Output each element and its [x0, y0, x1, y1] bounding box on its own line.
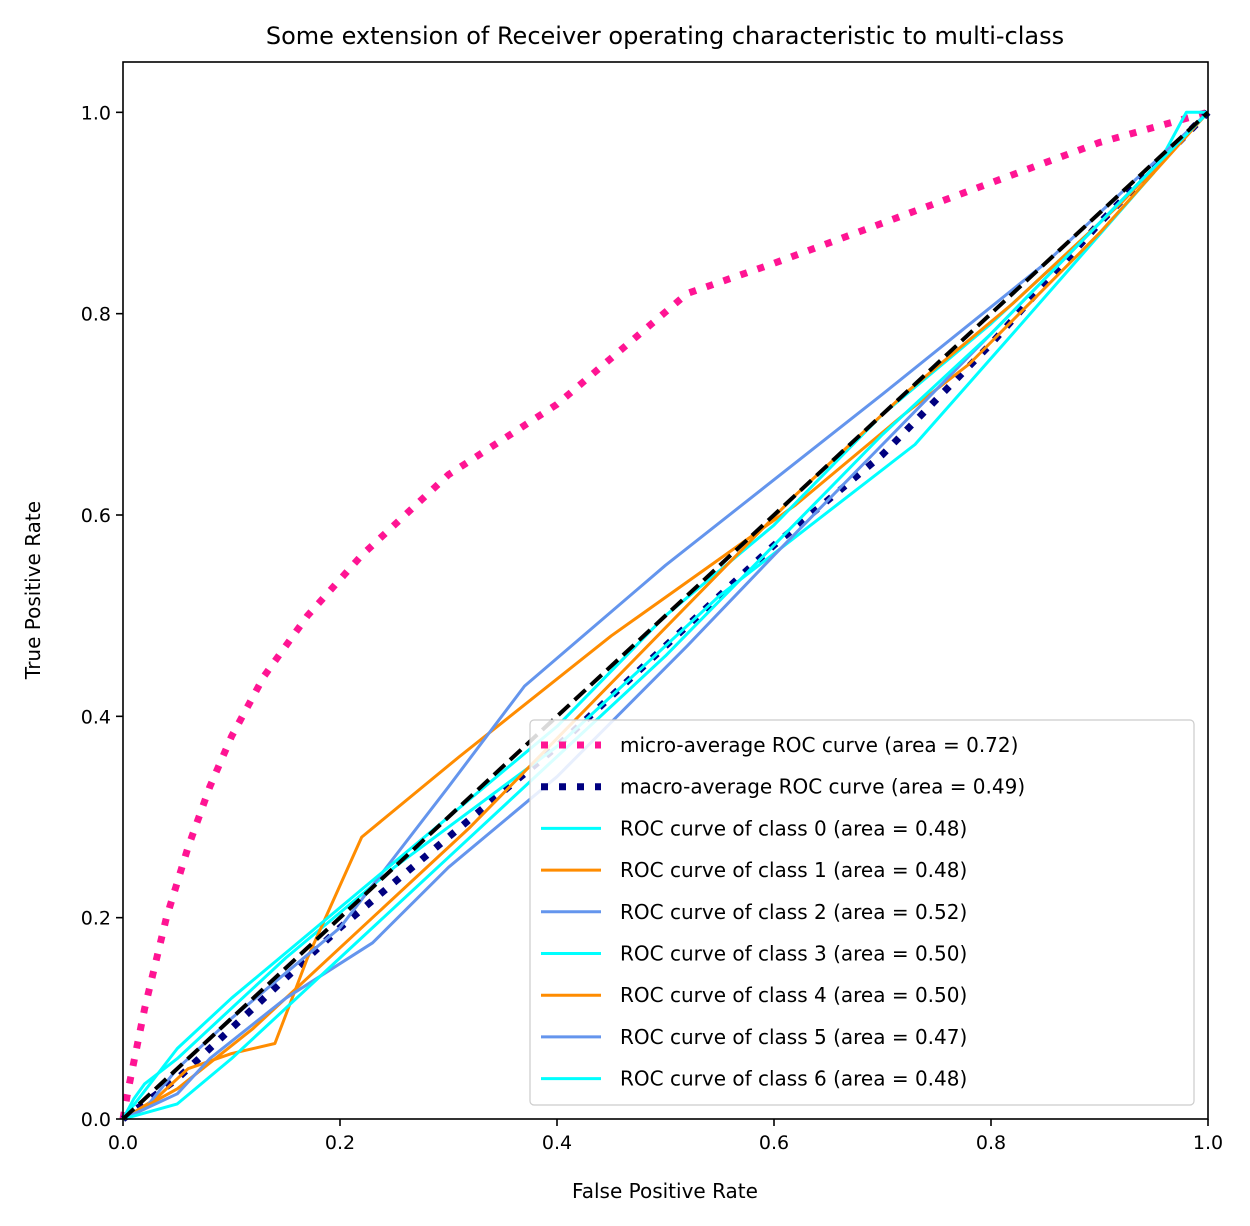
legend-label-6: ROC curve of class 4 (area = 0.50): [620, 983, 967, 1007]
legend: micro-average ROC curve (area = 0.72) mac…: [529, 719, 1195, 1106]
series-line-9: [121, 110, 1210, 1121]
legend-label-4: ROC curve of class 2 (area = 0.52): [620, 900, 967, 924]
legend-label-0: micro-average ROC curve (area = 0.72): [620, 733, 1018, 757]
series-line-8: [122, 111, 1210, 1121]
y-tick-label: 0.2: [81, 908, 111, 930]
legend-box: [529, 719, 1195, 1106]
y-tick-label: 0.6: [81, 505, 111, 527]
x-axis-label: False Positive Rate: [572, 1179, 758, 1203]
y-axis-label: True Positive Rate: [21, 501, 45, 680]
y-tick-label: 1.0: [81, 102, 111, 124]
plot-frame: [122, 61, 1209, 1120]
legend-label-7: ROC curve of class 5 (area = 0.47): [620, 1025, 967, 1049]
x-tick-label: 0.4: [542, 1132, 572, 1154]
x-tick-label: 0.2: [325, 1132, 355, 1154]
y-tick-label: 0.8: [81, 304, 111, 326]
legend-label-3: ROC curve of class 1 (area = 0.48): [620, 858, 967, 882]
chart-title: Some extension of Receiver operating cha…: [266, 22, 1064, 50]
legend-label-8: ROC curve of class 6 (area = 0.48): [620, 1067, 967, 1091]
y-tick-label: 0.4: [81, 706, 111, 728]
series-line-3: [122, 111, 1210, 1121]
series-line-6: [122, 111, 1210, 1121]
x-tick-label: 0.0: [108, 1132, 138, 1154]
y-axis: 0.0 0.2 0.4 0.6 0.8 1.0: [81, 102, 123, 1131]
series-line-0: [119, 108, 1209, 1120]
legend-label-1: macro-average ROC curve (area = 0.49): [620, 775, 1025, 799]
legend-label-2: ROC curve of class 0 (area = 0.48): [620, 816, 967, 840]
x-tick-label: 0.6: [759, 1132, 789, 1154]
x-tick-label: 0.8: [976, 1132, 1006, 1154]
legend-label-5: ROC curve of class 3 (area = 0.50): [620, 942, 967, 966]
x-axis: 0.0 0.2 0.4 0.6 0.8 1.0: [108, 1119, 1223, 1154]
x-tick-label: 1.0: [1193, 1132, 1223, 1154]
y-tick-label: 0.0: [81, 1109, 111, 1131]
series-line-4: [122, 111, 1210, 1121]
